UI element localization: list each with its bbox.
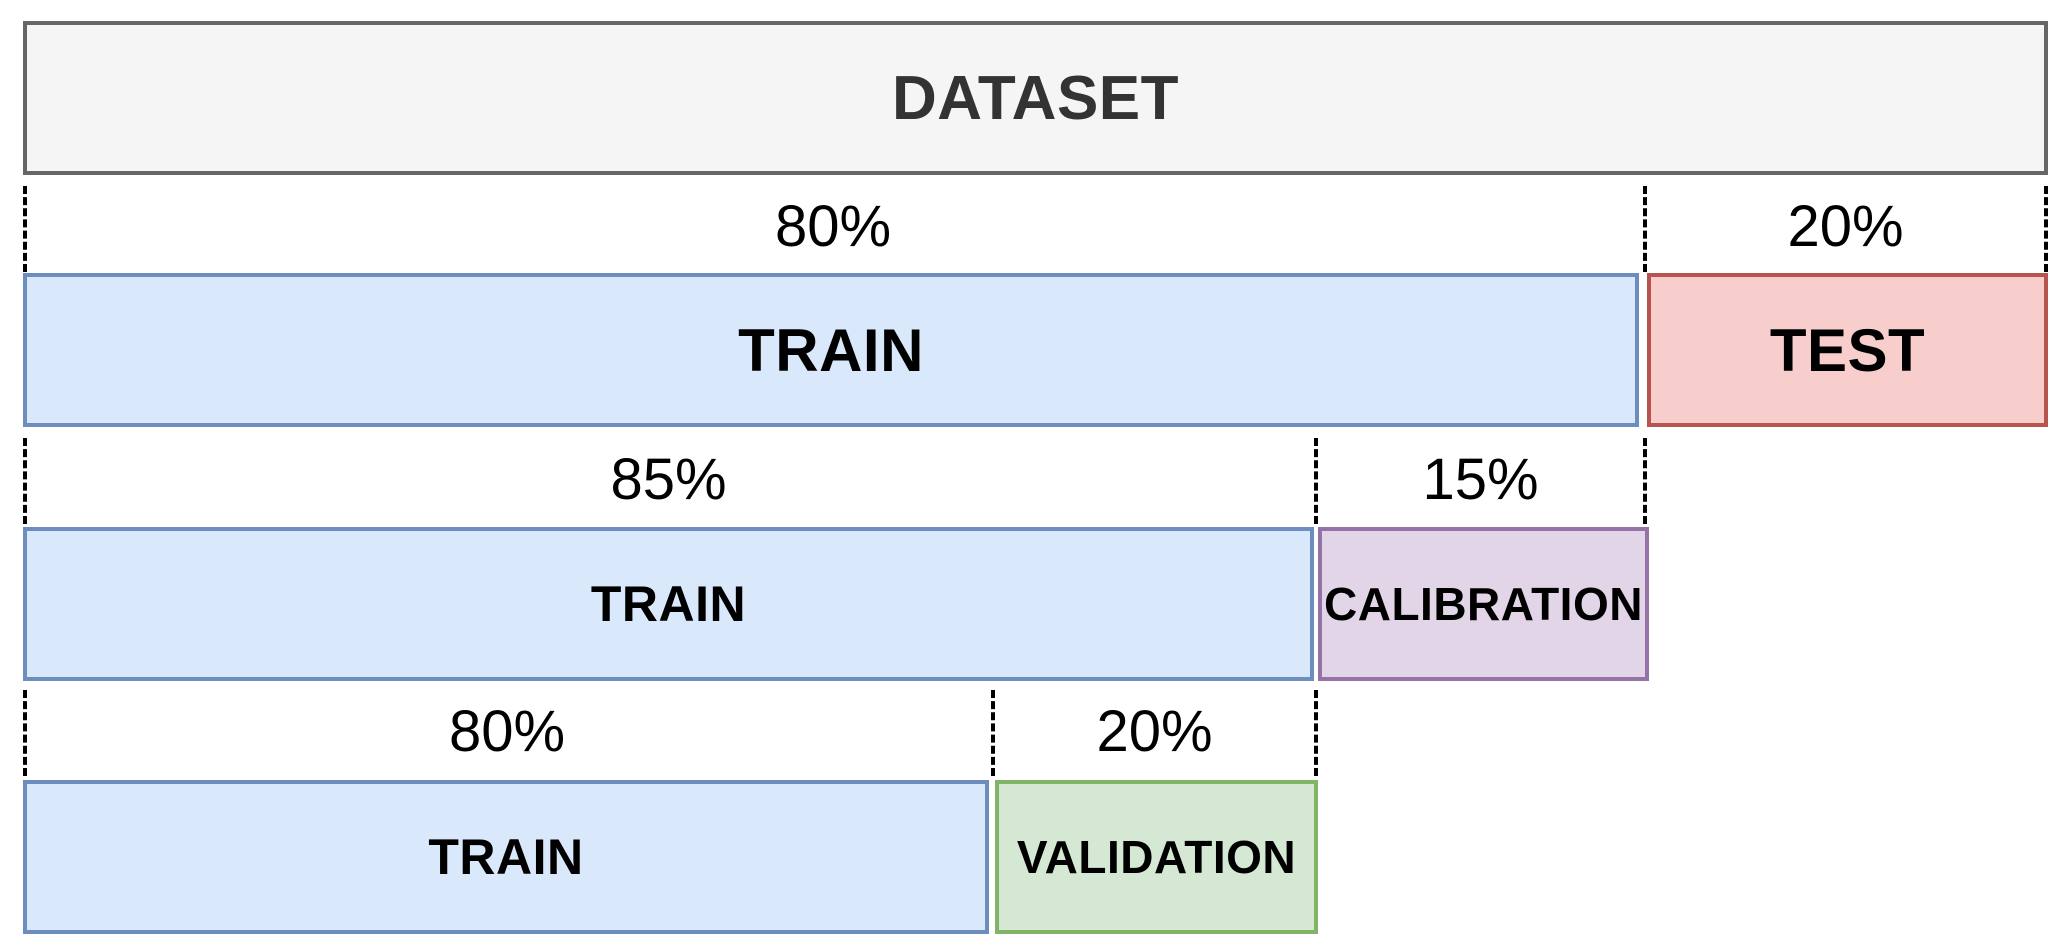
- split-1-left-tick: [23, 186, 27, 272]
- split-2-calibration-box: CALIBRATION: [1318, 527, 1649, 681]
- split-1-test-box: TEST: [1647, 273, 2048, 427]
- split-1-train-percent: 80%: [774, 194, 892, 259]
- split-2-calibration-percent: 15%: [1422, 447, 1539, 512]
- split-3-train-percent: 80%: [448, 699, 566, 764]
- split-1-right-tick: [2044, 186, 2048, 272]
- split-3-left-tick: [23, 690, 27, 776]
- split-2-mid-tick: [1314, 438, 1318, 524]
- split-3-right-tick: [1314, 690, 1318, 776]
- split-3-train-box: TRAIN: [23, 780, 989, 934]
- split-1-mid-tick: [1643, 186, 1647, 272]
- split-1-train-box: TRAIN: [23, 273, 1639, 427]
- split-2-right-tick: [1643, 438, 1647, 524]
- split-3-validation-box: VALIDATION: [995, 780, 1318, 934]
- split-2-train-box: TRAIN: [23, 527, 1314, 681]
- split-1-test-percent: 20%: [1787, 194, 1904, 259]
- split-2-train-percent: 85%: [610, 447, 727, 512]
- split-3-validation-percent: 20%: [1096, 699, 1213, 764]
- dataset-box: DATASET: [23, 21, 2048, 175]
- split-3-mid-tick: [991, 690, 995, 776]
- split-2-left-tick: [23, 438, 27, 524]
